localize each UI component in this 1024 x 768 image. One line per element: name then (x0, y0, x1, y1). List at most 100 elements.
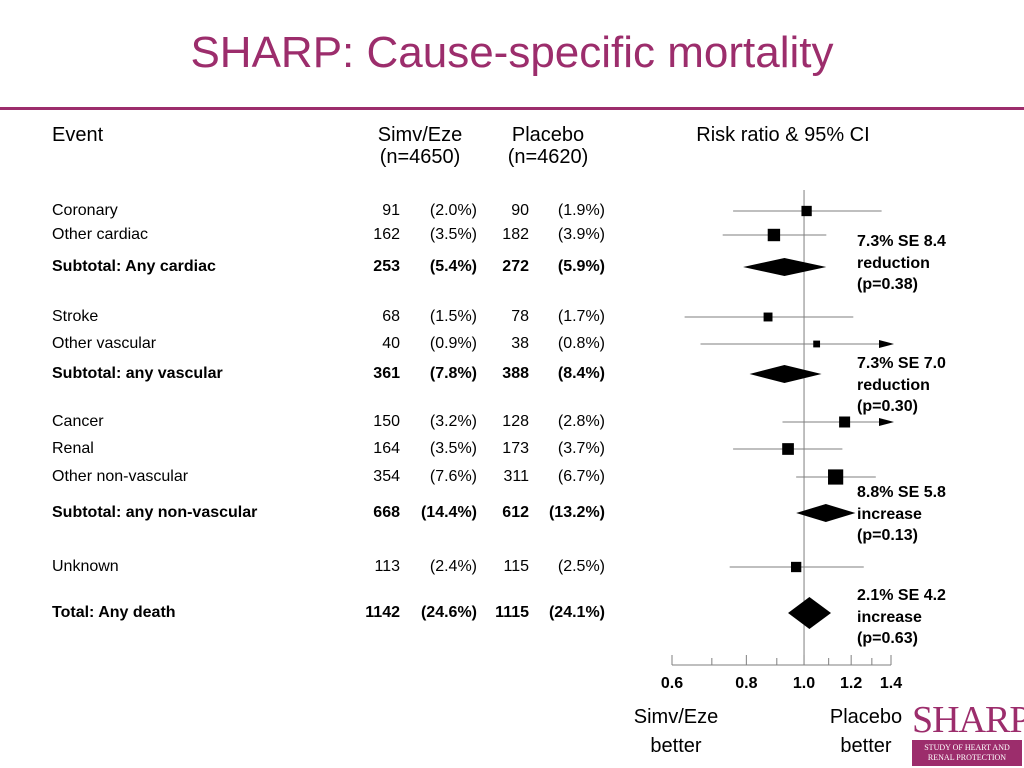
x-axis-tick-label: 1.2 (840, 675, 863, 692)
title-divider (0, 107, 1024, 110)
placebo-header-n: (n=4620) (507, 146, 589, 168)
non-vascular-result-note: 8.8% SE 5.8 increase (p=0.13) (857, 482, 1017, 547)
simv-eze-percent-cell: (3.2%) (429, 413, 477, 430)
ci-truncation-arrow (879, 418, 894, 426)
simv-eze-percent-cell: (24.6%) (420, 604, 477, 621)
event-cell: Coronary (52, 202, 118, 219)
placebo-count-cell: 78 (511, 308, 529, 325)
ci-truncation-arrow (879, 340, 894, 348)
simv-eze-header-n: (n=4650) (379, 146, 461, 168)
placebo-column-header: Placebo (n=4620) (496, 124, 600, 168)
table-row: Stroke 68 (1.5%) 78 (1.7%) (0, 306, 620, 328)
simv-eze-count-cell: 354 (373, 468, 400, 485)
table-row: Other cardiac 162 (3.5%) 182 (3.9%) (0, 224, 620, 246)
placebo-better-label: Placebo better (811, 703, 921, 761)
simv-eze-count-cell: 1142 (365, 604, 400, 621)
event-cell: Unknown (52, 558, 119, 575)
simv-eze-count-cell: 68 (382, 308, 400, 325)
table-subtotal-row: Subtotal: any non-vascular 668 (14.4%) 612 (… (0, 502, 620, 524)
simv-eze-count-cell: 91 (382, 202, 400, 219)
placebo-count-cell: 272 (502, 258, 529, 275)
placebo-percent-cell: (8.4%) (557, 365, 605, 382)
simv-eze-count-cell: 113 (374, 558, 400, 575)
placebo-count-cell: 388 (502, 365, 529, 382)
event-cell: Total: Any death (52, 604, 176, 621)
point-estimate-square (782, 443, 794, 455)
plot-column-header: Risk ratio & 95% CI (696, 124, 870, 146)
note-line: increase (857, 505, 922, 523)
placebo-percent-cell: (0.8%) (557, 335, 605, 352)
simv-eze-percent-cell: (2.4%) (429, 558, 477, 575)
vascular-result-note: 7.3% SE 7.0 reduction (p=0.30) (857, 353, 1017, 418)
logo-wordmark: SHARP (912, 699, 1024, 741)
logo-subtitle: RENAL PROTECTION (927, 753, 1007, 762)
direction-line: better (650, 735, 702, 757)
note-line: reduction (857, 254, 930, 272)
simv-eze-percent-cell: (2.0%) (429, 202, 477, 219)
table-row: Unknown 113 (2.4%) 115 (2.5%) (0, 556, 620, 578)
placebo-count-cell: 128 (502, 413, 529, 430)
simv-eze-percent-cell: (0.9%) (429, 335, 477, 352)
simv-eze-percent-cell: (3.5%) (429, 226, 477, 243)
placebo-count-cell: 182 (502, 226, 529, 243)
subtotal-diamond (749, 365, 822, 383)
placebo-count-cell: 311 (503, 468, 529, 485)
note-line: (p=0.30) (857, 398, 918, 415)
direction-line: Simv/Eze (633, 706, 719, 728)
event-cell: Other non-vascular (52, 468, 189, 485)
note-line: 2.1% SE 4.2 (857, 587, 946, 604)
point-estimate-square (763, 312, 773, 322)
simv-eze-count-cell: 164 (373, 440, 400, 457)
point-estimate-square (791, 561, 802, 573)
logo-subtitle: STUDY OF HEART AND (924, 743, 1010, 752)
page-title: SHARP: Cause-specific mortality (190, 28, 834, 77)
simv-eze-column-header: Simv/Eze (n=4650) (368, 124, 472, 168)
placebo-count-cell: 612 (502, 504, 529, 521)
simv-eze-percent-cell: (7.6%) (429, 468, 477, 485)
point-estimate-square (801, 205, 812, 217)
placebo-header-label: Placebo (511, 124, 585, 146)
x-axis-tick-label: 0.6 (660, 675, 684, 692)
placebo-percent-cell: (1.9%) (557, 202, 605, 219)
placebo-percent-cell: (24.1%) (548, 604, 605, 621)
simv-eze-percent-cell: (5.4%) (429, 258, 477, 275)
simv-eze-count-cell: 40 (382, 335, 400, 352)
placebo-percent-cell: (2.5%) (557, 558, 605, 575)
table-row: Other non-vascular 354 (7.6%) 311 (6.7%) (0, 466, 620, 488)
x-axis-tick-label: 1.0 (792, 675, 816, 692)
simv-eze-percent-cell: (3.5%) (429, 440, 477, 457)
simv-eze-percent-cell: (14.4%) (420, 504, 477, 521)
event-cell: Other cardiac (52, 226, 149, 243)
subtotal-diamond (788, 597, 832, 629)
placebo-count-cell: 90 (511, 202, 529, 219)
note-line: 8.8% SE 5.8 (857, 484, 946, 501)
simv-eze-count-cell: 361 (373, 365, 400, 382)
x-axis-tick-label: 1.4 (879, 675, 903, 692)
note-line: (p=0.63) (857, 630, 918, 647)
placebo-count-cell: 173 (502, 440, 529, 457)
placebo-percent-cell: (3.7%) (557, 440, 605, 457)
simv-eze-better-label: Simv/Eze better (621, 703, 731, 761)
table-row: Coronary 91 (2.0%) 90 (1.9%) (0, 200, 620, 222)
direction-line: better (840, 735, 892, 757)
table-row: Renal 164 (3.5%) 173 (3.7%) (0, 438, 620, 460)
note-line: 7.3% SE 8.4 (857, 233, 946, 250)
direction-line: Placebo (829, 706, 903, 728)
simv-eze-count-cell: 668 (373, 504, 400, 521)
point-estimate-square (839, 416, 851, 428)
placebo-percent-cell: (5.9%) (557, 258, 605, 275)
x-axis-tick-label: 0.8 (735, 675, 758, 692)
table-subtotal-row: Subtotal: any vascular 361 (7.8%) 388 (8.4%) (0, 363, 620, 385)
table-subtotal-row: Subtotal: Any cardiac 253 (5.4%) 272 (5.9%) (0, 256, 620, 278)
simv-eze-count-cell: 162 (373, 226, 400, 243)
table-row: Other vascular 40 (0.9%) 38 (0.8%) (0, 333, 620, 355)
event-cell: Other vascular (52, 335, 157, 352)
table-subtotal-row: Total: Any death 1142 (24.6%) 1115 (24.1%) (0, 602, 620, 624)
note-line: reduction (857, 376, 930, 394)
simv-eze-percent-cell: (7.8%) (429, 365, 477, 382)
placebo-percent-cell: (13.2%) (548, 504, 605, 521)
placebo-count-cell: 115 (503, 558, 529, 575)
placebo-count-cell: 38 (511, 335, 529, 352)
table-row: Cancer 150 (3.2%) 128 (2.8%) (0, 411, 620, 433)
